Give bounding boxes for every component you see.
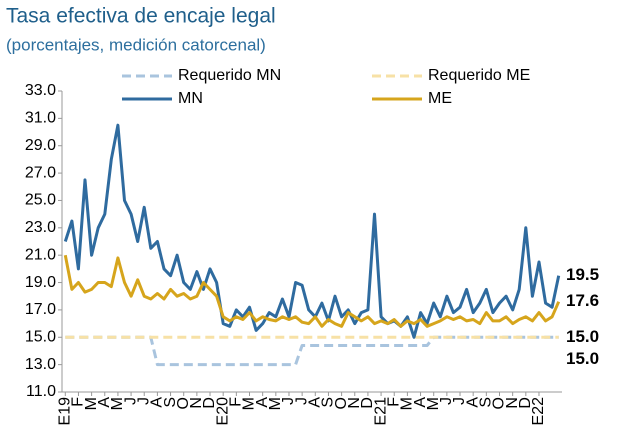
- end-label: 19.5: [566, 265, 599, 284]
- x-tick-label: N: [346, 397, 363, 409]
- x-tick-label: M: [83, 397, 100, 410]
- y-tick-label: 17.0: [25, 301, 56, 318]
- series-line: [65, 335, 559, 367]
- x-tick-label: O: [491, 397, 508, 409]
- x-tick-label: E21: [372, 397, 389, 426]
- x-tick-label: A: [149, 397, 166, 408]
- x-tick-label: N: [504, 397, 521, 409]
- end-label: 15.0: [566, 327, 599, 346]
- chart-subtitle: (porcentajes, medición catorcenal): [6, 35, 266, 54]
- y-tick-label: 23.0: [25, 219, 56, 236]
- x-tick-label: E20: [214, 397, 231, 426]
- x-tick-label: A: [464, 397, 481, 408]
- x-tick-label: A: [307, 397, 324, 408]
- x-tick-label: J: [451, 397, 468, 405]
- series-line: [63, 254, 561, 328]
- x-tick-label: J: [293, 397, 310, 405]
- x-tick-label: D: [517, 397, 534, 409]
- x-tick-label: E22: [530, 397, 547, 426]
- x-tick-label: J: [122, 397, 139, 405]
- x-tick-label: F: [228, 397, 245, 407]
- y-tick-label: 33.0: [25, 82, 56, 99]
- y-tick-label: 11.0: [26, 383, 56, 400]
- x-tick-label: S: [320, 397, 337, 408]
- x-tick-label: N: [188, 397, 205, 409]
- x-tick-label: J: [135, 397, 152, 405]
- y-tick-label: 21.0: [25, 246, 56, 263]
- x-tick-label: A: [96, 397, 113, 408]
- x-tick-label: S: [478, 397, 495, 408]
- x-tick-label: A: [412, 397, 429, 408]
- x-tick-label: D: [201, 397, 218, 409]
- y-tick-label: 27.0: [25, 164, 56, 181]
- legend-label: MN: [178, 90, 203, 107]
- series-line: [63, 123, 561, 339]
- x-tick-label: E19: [57, 397, 74, 426]
- end-label: 15.0: [566, 349, 599, 368]
- y-tick-label: 19.0: [25, 274, 56, 291]
- y-tick-label: 29.0: [25, 137, 56, 154]
- x-tick-label: J: [438, 397, 455, 405]
- x-tick-label: M: [399, 397, 416, 410]
- y-tick-label: 31.0: [25, 110, 56, 127]
- x-tick-label: O: [175, 397, 192, 409]
- y-tick-label: 25.0: [25, 192, 56, 209]
- x-tick-label: O: [333, 397, 350, 409]
- y-tick-label: 13.0: [25, 356, 56, 373]
- x-tick-label: F: [385, 397, 402, 407]
- x-tick-label: J: [280, 397, 297, 405]
- end-label: 17.6: [566, 291, 599, 310]
- legend-label: ME: [428, 90, 452, 107]
- x-tick-label: M: [425, 397, 442, 410]
- x-tick-label: F: [70, 397, 87, 407]
- x-tick-label: A: [254, 397, 271, 408]
- x-tick-label: M: [267, 397, 284, 410]
- x-tick-label: S: [162, 397, 179, 408]
- y-tick-label: 15.0: [25, 328, 56, 345]
- legend-label: Requerido ME: [428, 67, 530, 84]
- x-tick-label: M: [109, 397, 126, 410]
- chart-title: Tasa efectiva de encaje legal: [6, 5, 276, 28]
- x-tick-label: D: [359, 397, 376, 409]
- legend-label: Requerido MN: [178, 67, 281, 84]
- x-tick-label: M: [241, 397, 258, 410]
